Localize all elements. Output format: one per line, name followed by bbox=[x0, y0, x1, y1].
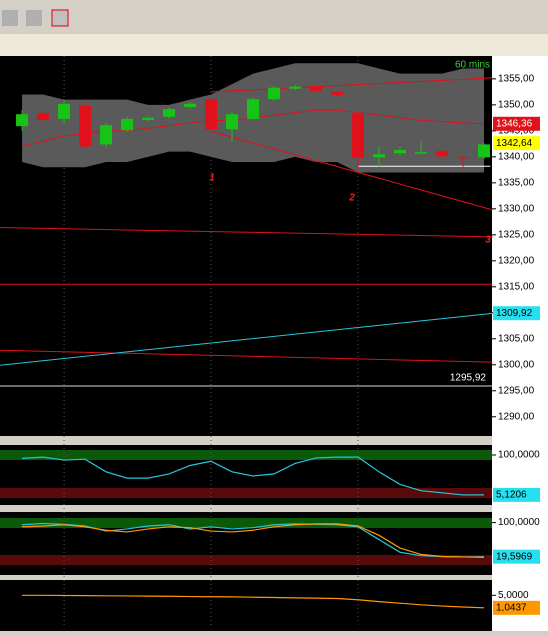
indicator-line bbox=[22, 594, 485, 609]
candle-body bbox=[457, 156, 470, 159]
candle-body bbox=[310, 86, 323, 91]
candle-body bbox=[247, 99, 260, 119]
trend-line bbox=[211, 77, 493, 93]
price-axis bbox=[492, 56, 548, 631]
y-tick-label: 1340,00 bbox=[498, 151, 535, 162]
candle-body bbox=[58, 103, 71, 119]
price-label: 1342,64 bbox=[496, 138, 533, 149]
candle-body bbox=[37, 113, 50, 120]
x-tick-label: Do bbox=[205, 624, 218, 631]
y-tick-label: 100,0000 bbox=[498, 450, 540, 461]
timeframe-label: 60 mins bbox=[455, 60, 490, 71]
y-tick-label: 5,0000 bbox=[498, 590, 529, 601]
value-label-box bbox=[493, 549, 540, 564]
candle-body bbox=[436, 151, 449, 157]
oscillator-panel bbox=[0, 580, 492, 631]
y-tick-label: 1295,00 bbox=[498, 385, 535, 396]
y-tick-label: 1330,00 bbox=[498, 203, 535, 214]
y-tick-label: 1325,00 bbox=[498, 229, 535, 240]
value-label: 1,0437 bbox=[496, 602, 527, 613]
candle-body bbox=[226, 114, 239, 130]
toolbar-button[interactable] bbox=[26, 10, 42, 26]
indicator-line bbox=[22, 523, 485, 558]
indicator-line bbox=[22, 456, 485, 496]
trend-line bbox=[0, 312, 493, 366]
candle-body bbox=[268, 87, 281, 100]
toolbar-button[interactable] bbox=[2, 10, 18, 26]
trend-line bbox=[0, 227, 493, 238]
handwritten-note: 2 bbox=[348, 193, 355, 204]
x-tick-label: Mi bbox=[59, 624, 70, 631]
overbought-zone bbox=[0, 518, 492, 528]
overbought-zone bbox=[0, 450, 492, 460]
y-tick-label: 1320,00 bbox=[498, 255, 535, 266]
price-label-box bbox=[493, 136, 540, 151]
y-tick-label: 1290,00 bbox=[498, 411, 535, 422]
y-tick-label: 1305,00 bbox=[498, 333, 535, 344]
price-label-box bbox=[493, 116, 540, 131]
x-tick-label: Fr bbox=[353, 624, 363, 631]
candle-body bbox=[163, 109, 176, 117]
price-label: 1309,92 bbox=[496, 308, 533, 319]
candle-body bbox=[352, 114, 365, 158]
candle-body bbox=[373, 154, 386, 158]
toolbar bbox=[0, 0, 548, 34]
y-tick-label: 1350,00 bbox=[498, 100, 535, 111]
candle-body bbox=[100, 125, 113, 145]
price-label-box bbox=[493, 306, 540, 321]
value-label: 5,1206 bbox=[496, 490, 527, 501]
y-tick-label: 1300,00 bbox=[498, 359, 535, 370]
price-label: 1295,92 bbox=[450, 373, 487, 384]
toolbar-button[interactable] bbox=[51, 9, 69, 27]
oversold-zone bbox=[0, 555, 492, 565]
candle-body bbox=[121, 118, 134, 131]
candle-body bbox=[478, 144, 491, 158]
candle-body bbox=[289, 86, 302, 89]
y-tick-label: 1335,00 bbox=[498, 177, 535, 188]
candle-body bbox=[331, 91, 344, 95]
oversold-zone bbox=[0, 488, 492, 498]
value-label-box bbox=[493, 487, 540, 502]
candle-body bbox=[415, 152, 428, 154]
value-label-box bbox=[493, 600, 540, 615]
trend-line bbox=[0, 349, 493, 363]
trend-line bbox=[210, 130, 493, 211]
price-label: 1346,36 bbox=[496, 118, 533, 129]
value-label: 19,5969 bbox=[496, 551, 533, 562]
toolbar-spacer bbox=[0, 34, 548, 56]
candle-body bbox=[205, 99, 218, 130]
handwritten-note: 1 bbox=[209, 173, 215, 184]
candle-body bbox=[142, 117, 155, 120]
candle-body bbox=[16, 114, 29, 127]
candle-body bbox=[184, 103, 197, 107]
y-tick-label: 1355,00 bbox=[498, 74, 535, 85]
y-tick-label: 100,0000 bbox=[498, 517, 540, 528]
candle-body bbox=[79, 105, 92, 147]
candle-body bbox=[394, 150, 407, 154]
handwritten-note: 3 bbox=[485, 235, 491, 246]
y-tick-label: 1315,00 bbox=[498, 281, 535, 292]
y-tick-label: 1345,00 bbox=[498, 125, 535, 136]
